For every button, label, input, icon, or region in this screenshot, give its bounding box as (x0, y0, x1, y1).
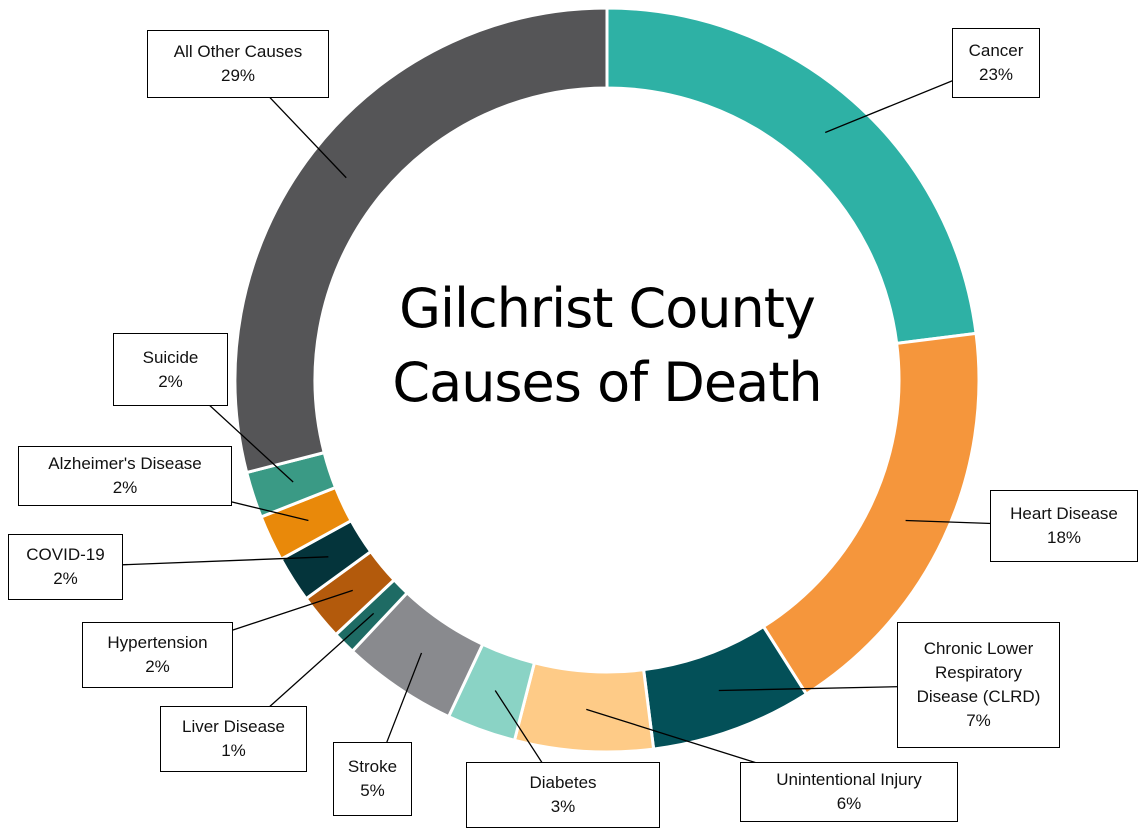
label-name: Chronic Lower Respiratory Disease (CLRD) (916, 639, 1041, 706)
label-value: 29% (220, 66, 256, 85)
label-value: 6% (836, 794, 862, 813)
label-name: Diabetes (529, 773, 597, 792)
data-label: Liver Disease 1% (160, 706, 307, 772)
data-label: Suicide 2% (113, 333, 228, 406)
data-label: All Other Causes 29% (147, 30, 329, 98)
data-label: Heart Disease 18% (990, 490, 1138, 562)
label-name: Alzheimer's Disease (48, 454, 202, 473)
data-label: COVID-19 2% (8, 534, 123, 600)
data-label: Stroke 5% (333, 742, 412, 816)
label-value: 2% (145, 657, 170, 676)
label-value: 5% (360, 781, 385, 800)
label-name: All Other Causes (173, 42, 303, 61)
donut-slice (512, 661, 656, 754)
data-label: Alzheimer's Disease 2% (18, 446, 232, 506)
data-label: Hypertension 2% (82, 622, 233, 688)
label-value: 2% (158, 371, 183, 391)
data-label: Chronic Lower Respiratory Disease (CLRD)… (897, 622, 1060, 748)
label-value: 23% (978, 65, 1014, 84)
label-name: Hypertension (107, 633, 208, 652)
label-value: 2% (112, 478, 138, 497)
data-label: Diabetes 3% (466, 762, 660, 828)
donut-slice (233, 6, 609, 475)
data-label: Cancer 23% (952, 28, 1040, 98)
label-value: 7% (966, 711, 991, 730)
label-name: COVID-19 (26, 545, 105, 564)
label-value: 3% (550, 797, 576, 816)
label-name: Heart Disease (1010, 504, 1118, 523)
label-name: Suicide (142, 347, 199, 367)
label-value: 18% (1046, 528, 1082, 547)
label-name: Stroke (347, 757, 398, 776)
label-value: 2% (53, 569, 78, 588)
label-name: Cancer (968, 41, 1024, 60)
label-name: Unintentional Injury (776, 770, 922, 789)
label-value: 1% (221, 741, 246, 760)
chart-title: Gilchrist County Causes of Death (392, 277, 822, 414)
data-label: Unintentional Injury 6% (740, 762, 958, 822)
label-name: Liver Disease (182, 717, 285, 736)
